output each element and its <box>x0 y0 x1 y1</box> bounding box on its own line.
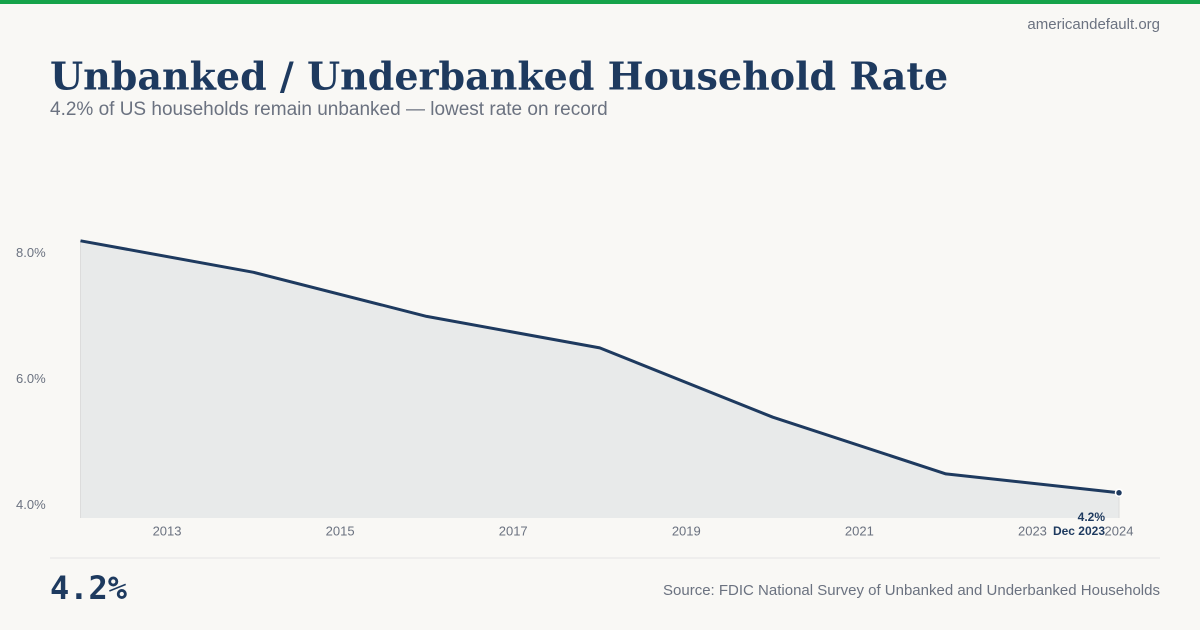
area <box>80 240 1119 519</box>
annotation-date: Dec 2023 <box>1053 524 1105 538</box>
line <box>80 239 1120 495</box>
chart-title: Unbanked / Underbanked Household Rate <box>50 54 948 99</box>
x-tick-label: 2015 <box>326 523 355 538</box>
x-tick-label: 2013 <box>153 523 182 538</box>
annotation-value: 4.2% <box>1078 510 1106 524</box>
top-bar <box>0 0 1200 4</box>
end-point <box>1114 488 1124 498</box>
x-tick-label: 2017 <box>499 523 528 538</box>
x-tick-label: 2024 <box>1105 523 1134 538</box>
headline-stat: 4.2% <box>50 569 128 607</box>
y-tick-label: 6.0% <box>16 371 46 386</box>
x-tick-label: 2021 <box>845 523 874 538</box>
chart-subtitle: 4.2% of US households remain unbanked — … <box>50 99 608 120</box>
x-tick-label: 2019 <box>672 523 701 538</box>
y-tick-label: 4.0% <box>16 497 46 512</box>
site: americandefault.org <box>1027 16 1160 33</box>
x-tick-label: 2023 <box>1018 523 1047 538</box>
y-tick-label: 8.0% <box>16 245 46 260</box>
source: Source: FDIC National Survey of Unbanked… <box>663 582 1160 599</box>
